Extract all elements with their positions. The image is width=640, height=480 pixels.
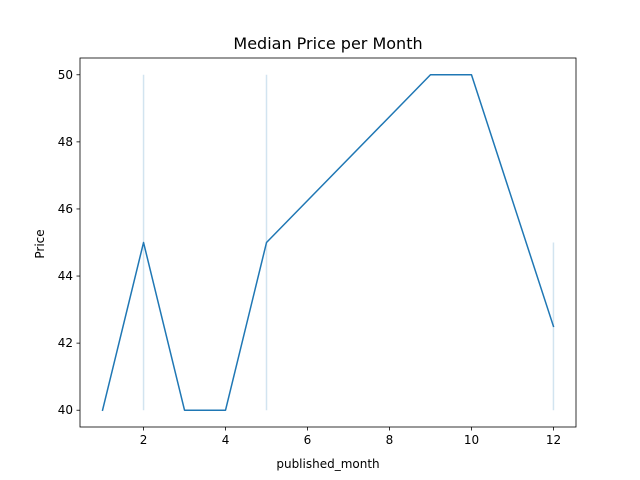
x-tick-label-5: 12: [546, 433, 561, 447]
chart-title: Median Price per Month: [233, 34, 422, 53]
x-tick-label-4: 10: [464, 433, 479, 447]
y-tick-label-2: 44: [58, 269, 73, 283]
y-tick-label-3: 46: [58, 202, 73, 216]
axes-frame: [79, 57, 577, 428]
y-tick-label-1: 42: [58, 336, 73, 350]
x-tick-label-3: 8: [386, 433, 394, 447]
x-tick-label-2: 6: [304, 433, 312, 447]
y-tick-label-0: 40: [58, 403, 73, 417]
x-tick-label-0: 2: [140, 433, 148, 447]
y-tick-label-4: 48: [58, 135, 73, 149]
x-axis-label: published_month: [276, 457, 379, 471]
y-axis-label: Price: [33, 229, 47, 258]
series-line-0: [101, 74, 555, 412]
x-tick-label-1: 4: [222, 433, 230, 447]
y-tick-label-5: 50: [58, 68, 73, 82]
